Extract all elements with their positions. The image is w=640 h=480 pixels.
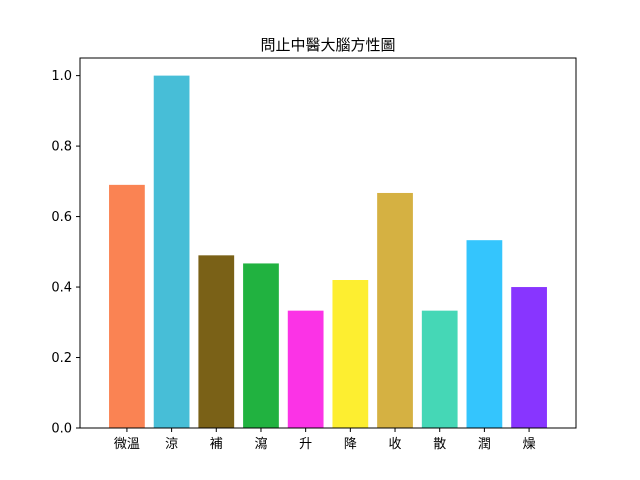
bar-4 [287,310,324,428]
bar-6 [377,192,413,428]
bars-group [109,75,547,428]
y-tick-label: 0.4 [51,281,72,296]
bar-5 [332,280,369,428]
x-tick-label: 涼 [165,437,178,452]
y-tick-label: 0.6 [51,210,72,225]
y-tick-label: 0.8 [51,140,72,155]
x-tick-label: 潤 [478,437,491,452]
x-tick-label: 降 [344,437,357,452]
x-tick-label: 散 [433,437,446,452]
x-tick-label: 收 [389,437,402,452]
bar-0 [109,184,145,428]
y-tick-label: 1.0 [51,69,72,84]
x-tick-label: 微溫 [114,437,140,452]
y-axis: 0.0 0.2 0.4 0.6 0.8 1.0 [51,69,80,437]
y-tick-label: 0.2 [51,351,72,366]
x-axis: 微溫 涼 補 瀉 升 降 收 散 潤 燥 [114,428,536,452]
x-tick-label: 燥 [523,437,536,452]
bar-7 [421,310,458,428]
bar-3 [243,263,279,428]
chart-title: 問止中醫大腦方性圖 [260,36,395,54]
bar-8 [466,240,503,428]
bar-2 [198,255,235,428]
x-tick-label: 補 [210,437,223,452]
bar-9 [511,287,547,428]
x-tick-label: 瀉 [254,436,267,452]
plot-frame [79,57,577,429]
y-tick-label: 0.0 [51,422,72,437]
bar-1 [153,75,190,428]
x-tick-label: 升 [299,437,312,452]
